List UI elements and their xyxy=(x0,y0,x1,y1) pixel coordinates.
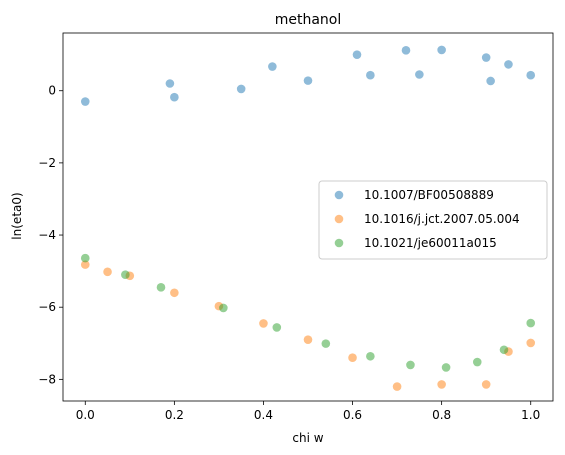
legend-marker-1 xyxy=(334,190,344,200)
series-2-point-9 xyxy=(392,382,402,391)
series-1-point-5 xyxy=(268,62,277,71)
series-2-point-1 xyxy=(80,260,90,269)
y-tick-label-1: 0 xyxy=(48,84,56,98)
series-2-point-11 xyxy=(481,380,491,389)
x-axis-label: chi w xyxy=(292,431,323,445)
series-1-point-1 xyxy=(80,97,90,106)
series-1-point-12 xyxy=(481,53,491,62)
series-2-point-13 xyxy=(526,338,536,348)
series-1-point-14 xyxy=(504,60,513,69)
legend-label-1: 10.1007/BF00508889 xyxy=(364,188,494,202)
series-1-point-3 xyxy=(170,92,179,102)
series-1-point-2 xyxy=(165,79,175,88)
series-1-point-9 xyxy=(401,46,411,55)
series-1-point-8 xyxy=(366,70,375,80)
chart-axes: 0.0 0.2 0.4 0.6 0.8 1.0 0 −2 −4 −6 −8 xyxy=(38,32,554,422)
series-2-point-4 xyxy=(170,288,179,298)
series-3-point-3 xyxy=(156,283,166,292)
legend-box xyxy=(318,180,548,260)
series-3-point-8 xyxy=(406,360,415,370)
series-2-point-6 xyxy=(259,319,268,328)
series-1-point-13 xyxy=(486,76,495,86)
y-tick-label-5: −8 xyxy=(38,372,56,386)
y-tick-label-4: −6 xyxy=(38,300,56,314)
series-3-point-10 xyxy=(472,357,482,367)
x-tick-label-3: 0.4 xyxy=(254,408,273,422)
x-tick-label-5: 0.8 xyxy=(432,408,451,422)
legend-marker-3 xyxy=(334,238,344,248)
chart-marks xyxy=(80,45,536,391)
legend: 10.1007/BF00508889 10.1016/j.jct.2007.05.… xyxy=(318,180,548,260)
y-tick-label-3: −4 xyxy=(38,228,56,242)
plot-frame xyxy=(62,32,554,402)
legend-marker-2 xyxy=(334,214,344,224)
series-1-point-10 xyxy=(415,70,424,79)
series-3-point-11 xyxy=(499,345,509,355)
series-2-point-7 xyxy=(303,335,313,344)
x-tick-label-1: 0.0 xyxy=(76,408,95,422)
series-3-point-7 xyxy=(366,351,375,361)
series-3-point-12 xyxy=(526,318,536,328)
series-1-point-11 xyxy=(437,45,446,55)
legend-label-2: 10.1016/j.jct.2007.05.004 xyxy=(364,212,520,226)
series-3-point-1 xyxy=(80,253,90,263)
series-1-point-15 xyxy=(526,70,536,80)
series-1-point-4 xyxy=(236,84,246,94)
y-tick-label-2: −2 xyxy=(38,156,56,170)
series-3-point-2 xyxy=(121,270,130,280)
series-2-point-8 xyxy=(348,353,357,363)
series-3-point-6 xyxy=(321,339,331,348)
series-2-point-2 xyxy=(103,267,112,277)
series-1-point-6 xyxy=(303,76,313,85)
series-3-point-9 xyxy=(441,363,451,372)
x-tick-label-4: 0.6 xyxy=(343,408,362,422)
x-tick-label-6: 1.0 xyxy=(521,408,540,422)
x-tick-label-2: 0.2 xyxy=(165,408,184,422)
series-2-point-10 xyxy=(437,380,446,389)
series-3-point-5 xyxy=(272,323,282,332)
chart-title: methanol xyxy=(275,12,342,28)
series-1-point-7 xyxy=(352,50,362,59)
series-3-point-4 xyxy=(219,303,228,313)
legend-label-3: 10.1021/je60011a015 xyxy=(364,236,497,250)
y-axis-label: ln(eta0) xyxy=(10,192,24,239)
